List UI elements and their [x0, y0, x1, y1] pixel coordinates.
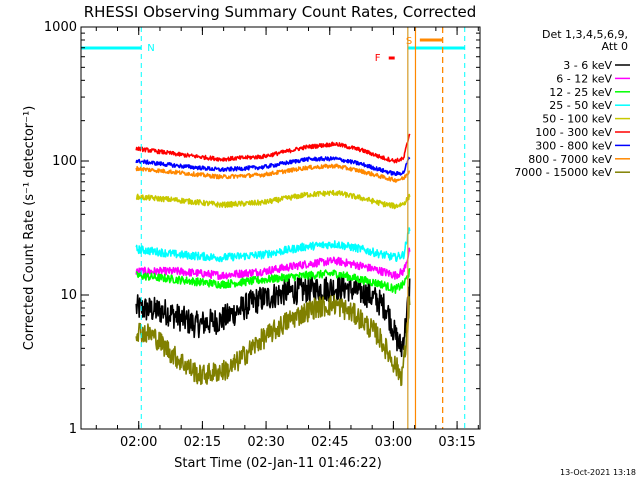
y-tick-label: 10 [60, 288, 77, 303]
legend-label-25-50-kev: 25 - 50 keV [549, 99, 612, 112]
series-line-100-300-kev [135, 133, 411, 164]
x-tick-label: 02:45 [311, 435, 348, 450]
observing-intervals: N S F [80, 27, 466, 429]
axis-ticks: 02:00 02:15 02:30 02:45 03:00 03:15 1 10 100 1000 [44, 20, 480, 450]
legend-header-detectors: Det 1,3,4,5,6,9, [542, 28, 628, 41]
legend-label-6-12-kev: 6 - 12 keV [556, 72, 612, 85]
legend-label-3-6-kev: 3 - 6 keV [563, 59, 612, 72]
series-line-300-800-kev [135, 156, 411, 176]
flare-label: F [375, 53, 381, 64]
legend-label-100-300-kev: 100 - 300 keV [535, 126, 612, 139]
series-line-3-6-kev [135, 273, 411, 358]
plot-frame [80, 26, 481, 430]
legend-label-300-800-kev: 300 - 800 keV [535, 139, 612, 152]
series-line-6-12-kev [135, 247, 411, 280]
series-group [135, 133, 411, 387]
y-tick-label: 1000 [44, 20, 77, 35]
legend-label-50-100-kev: 50 - 100 keV [542, 113, 612, 126]
x-tick-label: 02:15 [184, 435, 221, 450]
x-tick-label: 03:15 [438, 435, 475, 450]
series-line-50-100-kev [135, 189, 411, 210]
legend-label-800-7000-kev: 800 - 7000 keV [528, 153, 612, 166]
legend-label-7000-15000-kev: 7000 - 15000 keV [514, 166, 612, 179]
series-line-7000-15000-kev [135, 294, 411, 387]
x-tick-label: 03:00 [375, 435, 412, 450]
y-tick-label: 1 [69, 422, 77, 437]
series-line-800-7000-kev [135, 163, 410, 183]
chart-title: RHESSI Observing Summary Count Rates, Co… [84, 3, 477, 21]
x-axis-label: Start Time (02-Jan-11 01:46:22) [174, 456, 382, 471]
series-line-25-50-kev [135, 227, 411, 263]
x-tick-label: 02:00 [120, 435, 157, 450]
legend-label-12-25-kev: 12 - 25 keV [549, 86, 612, 99]
timestamp-text: 13-Oct-2021 13:18 [560, 468, 636, 477]
y-axis-label: Corrected Count Rate (s⁻¹ detector⁻¹) [22, 106, 37, 351]
legend-header-attenuator: Att 0 [602, 40, 628, 53]
night-label: N [147, 43, 154, 54]
series-line-12-25-kev [135, 268, 411, 294]
y-tick-label: 100 [52, 154, 77, 169]
saa-label: S [406, 36, 412, 47]
x-tick-label: 02:30 [247, 435, 284, 450]
